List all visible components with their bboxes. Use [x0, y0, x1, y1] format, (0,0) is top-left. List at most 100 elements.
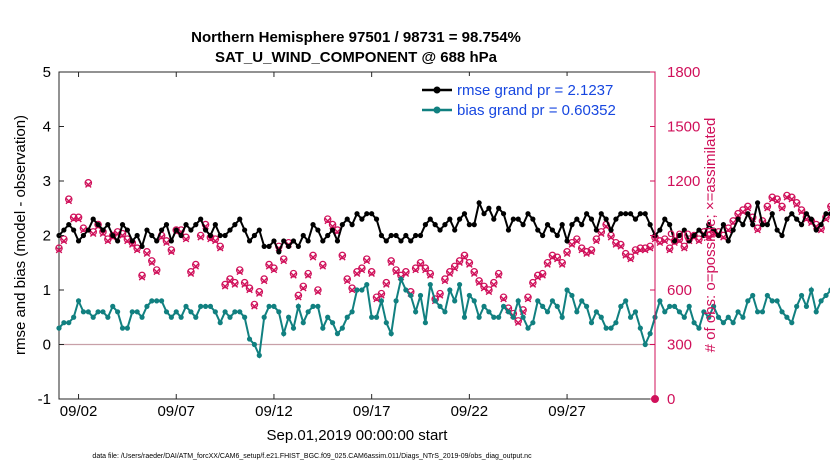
rmse-point [149, 232, 155, 239]
rmse-point [784, 216, 790, 222]
bias-point [618, 303, 624, 309]
bias-point [481, 303, 487, 309]
bias-point [696, 325, 702, 331]
obs-assimilated-point [764, 204, 771, 212]
obs-assimilated-point [514, 319, 522, 326]
obs-possible-point [465, 258, 474, 267]
bias-point [266, 303, 272, 309]
obs-assimilated-point [475, 279, 483, 287]
obs-possible-point [343, 275, 352, 283]
rmse-point [320, 238, 326, 244]
y-tick-label: 3 [43, 173, 51, 190]
obs-possible-point [436, 289, 444, 298]
obs-possible-point [314, 286, 322, 294]
bias-point [154, 298, 160, 304]
rmse-point [525, 211, 531, 217]
rmse-point [671, 238, 678, 244]
rmse-point [134, 232, 140, 239]
rmse-point [740, 222, 746, 228]
bias-point [315, 303, 321, 309]
rmse-point [246, 238, 253, 244]
obs-assimilated-point [290, 272, 297, 279]
bias-point [598, 314, 604, 320]
obs-possible-point [279, 255, 288, 263]
chart-subtitle: SAT_U_WIND_COMPONENT @ 688 hPa [215, 49, 498, 66]
obs-possible-point [529, 278, 537, 287]
y2-tick-label: 900 [667, 228, 692, 245]
obs-assimilated-point [666, 246, 673, 254]
legend-rmse-label: rmse grand pr = 2.1237 [457, 82, 613, 99]
obs-possible-point [260, 275, 268, 283]
y2-tick-label: 300 [667, 337, 692, 354]
rmse-point [427, 216, 433, 222]
bias-point [398, 276, 404, 282]
obs-possible-point [778, 202, 786, 211]
bias-point [686, 303, 692, 309]
bias-point [794, 303, 800, 309]
obs-possible-point [226, 275, 234, 283]
bias-point [359, 287, 365, 293]
rmse-point [154, 238, 160, 244]
rmse-point [212, 222, 218, 228]
obs-possible-point [543, 258, 552, 267]
bias-point [242, 314, 248, 320]
obs-possible-point [587, 246, 596, 254]
obs-assimilated-point [187, 270, 195, 277]
rmse-point [696, 227, 702, 233]
bias-point [325, 314, 331, 320]
obs-assimilated-point [480, 284, 488, 292]
obs-assimilated-point [192, 263, 200, 270]
obs-possible-point [191, 260, 200, 269]
obs-assimilated-point [412, 266, 419, 274]
obs-assimilated-point [632, 248, 639, 256]
bias-point [193, 314, 199, 320]
legend: rmse grand pr = 2.1237 bias grand pr = 0… [418, 76, 650, 122]
obs-possible-point [245, 284, 254, 292]
rmse-point [290, 238, 297, 244]
obs-assimilated-point [358, 266, 366, 274]
bias-point [149, 298, 155, 304]
obs-possible-point [827, 202, 830, 211]
bias-point [525, 325, 531, 331]
bias-point [642, 341, 648, 348]
rmse-point [745, 211, 751, 217]
bias-point [329, 320, 336, 326]
rmse-point [530, 216, 536, 222]
rmse-point [383, 238, 389, 244]
obs-assimilated-point [827, 204, 830, 212]
obs-assimilated-point [661, 237, 669, 245]
bias-point [256, 352, 262, 358]
rmse-point [256, 227, 262, 233]
obs-assimilated-point [705, 234, 713, 241]
rmse-point [486, 205, 492, 211]
obs-possible-point [143, 248, 151, 256]
rmse-point [369, 211, 375, 217]
bias-point [520, 314, 526, 320]
rmse-point [364, 211, 370, 217]
bias-point [745, 298, 751, 304]
obs-possible-point [426, 269, 435, 278]
rmse-point [808, 216, 814, 222]
rmse-point [603, 216, 609, 222]
y2-axis-ticks: 0 300 600 900 1200 1500 1800 [650, 64, 700, 408]
bias-point [735, 309, 741, 315]
x-axis-ticks: 09/02 09/07 09/12 09/17 09/22 09/27 [60, 72, 586, 420]
rmse-point [432, 222, 438, 228]
rmse-point [183, 222, 189, 228]
rmse-point [281, 238, 287, 244]
bias-point [271, 303, 277, 309]
obs-assimilated-point [231, 281, 239, 288]
bias-point [188, 309, 194, 315]
rmse-point [373, 216, 380, 222]
legend-bias-marker [433, 106, 441, 114]
obs-possible-point [250, 300, 259, 309]
rmse-point [720, 222, 726, 228]
obs-assimilated-point [422, 266, 429, 274]
obs-assimilated-point [637, 246, 644, 254]
bias-point [720, 320, 726, 326]
rmse-point [378, 232, 385, 239]
obs-possible-point [55, 244, 63, 253]
obs-assimilated-point [216, 244, 224, 252]
obs-assimilated-point [783, 194, 791, 201]
obs-assimilated-point [720, 234, 727, 241]
